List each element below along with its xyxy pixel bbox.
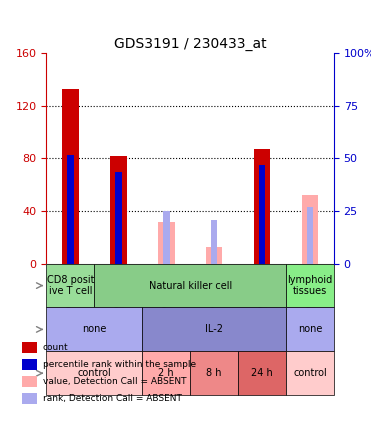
Text: 8 h: 8 h <box>206 368 222 378</box>
Text: CD8 posit
ive T cell: CD8 posit ive T cell <box>47 275 94 297</box>
Text: GSM198958: GSM198958 <box>66 268 75 323</box>
Text: GSM198944: GSM198944 <box>210 268 219 323</box>
FancyBboxPatch shape <box>238 351 286 395</box>
Text: cell type: cell type <box>0 443 1 444</box>
FancyBboxPatch shape <box>142 308 286 351</box>
Text: GSM198942: GSM198942 <box>114 268 123 323</box>
Text: lymphoid
tissues: lymphoid tissues <box>287 275 332 297</box>
Bar <box>259 165 265 264</box>
Text: GSM198945: GSM198945 <box>257 268 266 323</box>
Bar <box>110 156 127 264</box>
FancyBboxPatch shape <box>190 351 238 395</box>
FancyBboxPatch shape <box>286 351 334 395</box>
FancyBboxPatch shape <box>46 264 94 308</box>
Text: GSM198959: GSM198959 <box>305 268 315 323</box>
Text: none: none <box>298 325 322 334</box>
Text: rank, Detection Call = ABSENT: rank, Detection Call = ABSENT <box>43 394 181 403</box>
Text: Natural killer cell: Natural killer cell <box>148 281 232 290</box>
Text: 2 h: 2 h <box>158 368 174 378</box>
Text: none: none <box>82 325 106 334</box>
FancyBboxPatch shape <box>46 308 142 351</box>
Bar <box>211 220 217 264</box>
Bar <box>302 195 318 264</box>
Bar <box>158 222 175 264</box>
Text: value, Detection Call = ABSENT: value, Detection Call = ABSENT <box>43 377 186 386</box>
Bar <box>115 172 122 264</box>
FancyBboxPatch shape <box>286 264 334 308</box>
FancyBboxPatch shape <box>94 264 286 308</box>
Text: IL-2: IL-2 <box>205 325 223 334</box>
Bar <box>306 207 313 264</box>
Bar <box>254 149 270 264</box>
FancyBboxPatch shape <box>286 308 334 351</box>
Text: agent: agent <box>0 443 1 444</box>
Bar <box>62 89 79 264</box>
FancyBboxPatch shape <box>142 351 190 395</box>
Text: count: count <box>43 343 68 352</box>
Text: control: control <box>293 368 327 378</box>
Title: GDS3191 / 230433_at: GDS3191 / 230433_at <box>114 37 266 51</box>
Text: control: control <box>78 368 111 378</box>
Bar <box>163 211 170 264</box>
Text: percentile rank within the sample: percentile rank within the sample <box>43 360 196 369</box>
Text: time: time <box>0 443 1 444</box>
FancyBboxPatch shape <box>46 351 142 395</box>
Bar <box>206 246 223 264</box>
Text: 24 h: 24 h <box>251 368 273 378</box>
Text: GSM198943: GSM198943 <box>162 268 171 323</box>
Bar <box>67 155 74 264</box>
